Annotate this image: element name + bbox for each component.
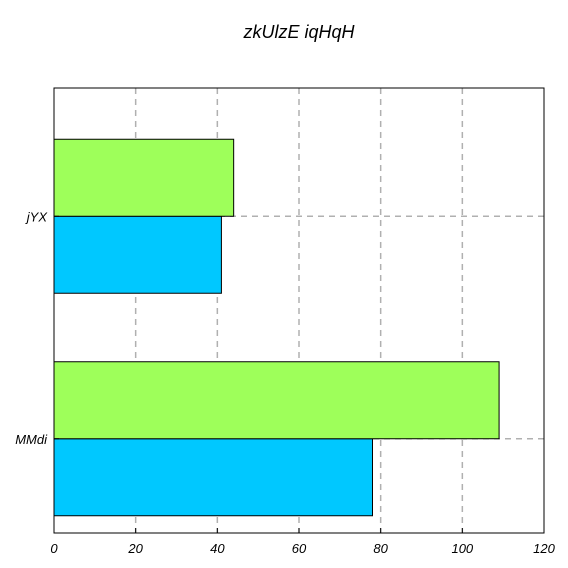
- x-tick-label: 20: [127, 541, 143, 556]
- y-tick-label: jYX: [25, 209, 49, 224]
- y-tick-label: MMdi: [15, 432, 48, 447]
- x-tick-label: 120: [533, 541, 555, 556]
- x-tick-label: 60: [292, 541, 307, 556]
- x-tick-label: 80: [373, 541, 388, 556]
- chart-title: zkUlzE iqHqH: [242, 22, 355, 42]
- x-tick-label: 0: [50, 541, 58, 556]
- bar-jYX-series-1: [54, 216, 221, 293]
- x-axis-ticks: 0 20 40 60 80 100 120: [50, 528, 555, 556]
- x-tick-label: 40: [210, 541, 225, 556]
- bars: [54, 139, 499, 516]
- x-tick-label: 100: [451, 541, 473, 556]
- bar-jYX-series-2: [54, 139, 234, 216]
- bar-MMdi-series-2: [54, 362, 499, 439]
- bar-MMdi-series-1: [54, 439, 373, 516]
- y-axis-ticks: jYX MMdi: [15, 209, 59, 447]
